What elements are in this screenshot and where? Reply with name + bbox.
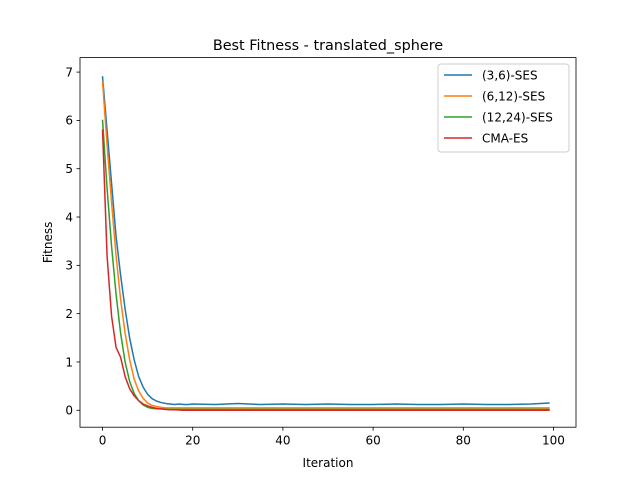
plot-lines xyxy=(101,76,550,412)
y-tick-label: 1 xyxy=(65,355,73,369)
series-line-0 xyxy=(101,76,550,406)
x-tick-label: 0 xyxy=(99,434,107,448)
y-tick-label: 2 xyxy=(65,307,73,321)
x-tick-label: 40 xyxy=(275,434,290,448)
x-tick-label: 20 xyxy=(185,434,200,448)
legend: (3,6)-SES (6,12)-SES (12,24)-SES CMA-ES xyxy=(437,63,570,153)
plot-frame xyxy=(79,57,577,428)
series-line-3 xyxy=(101,129,550,412)
legend-box xyxy=(437,63,570,153)
legend-label-2: (12,24)-SES xyxy=(482,110,553,124)
legend-items: (3,6)-SES (6,12)-SES (12,24)-SES CMA-ES xyxy=(444,68,553,145)
y-tick-label: 5 xyxy=(65,162,73,176)
legend-label-0: (3,6)-SES xyxy=(482,68,538,82)
x-axis-label: Iteration xyxy=(303,456,354,470)
x-axis-ticks: 0 20 40 60 80 100 xyxy=(99,427,565,448)
y-tick-label: 6 xyxy=(65,114,73,128)
x-tick-label: 100 xyxy=(542,434,565,448)
y-axis-ticks: 0 1 2 3 4 5 6 7 xyxy=(65,65,80,418)
x-tick-label: 60 xyxy=(365,434,380,448)
x-tick-label: 80 xyxy=(456,434,471,448)
y-tick-label: 7 xyxy=(65,65,73,79)
y-tick-label: 4 xyxy=(65,210,73,224)
chart-title: Best Fitness - translated_sphere xyxy=(213,38,443,54)
legend-label-1: (6,12)-SES xyxy=(482,89,545,103)
y-tick-label: 0 xyxy=(65,404,73,418)
y-axis-label: Fitness xyxy=(41,222,55,264)
y-tick-label: 3 xyxy=(65,259,73,273)
legend-label-3: CMA-ES xyxy=(482,131,528,145)
series-line-1 xyxy=(101,80,550,409)
